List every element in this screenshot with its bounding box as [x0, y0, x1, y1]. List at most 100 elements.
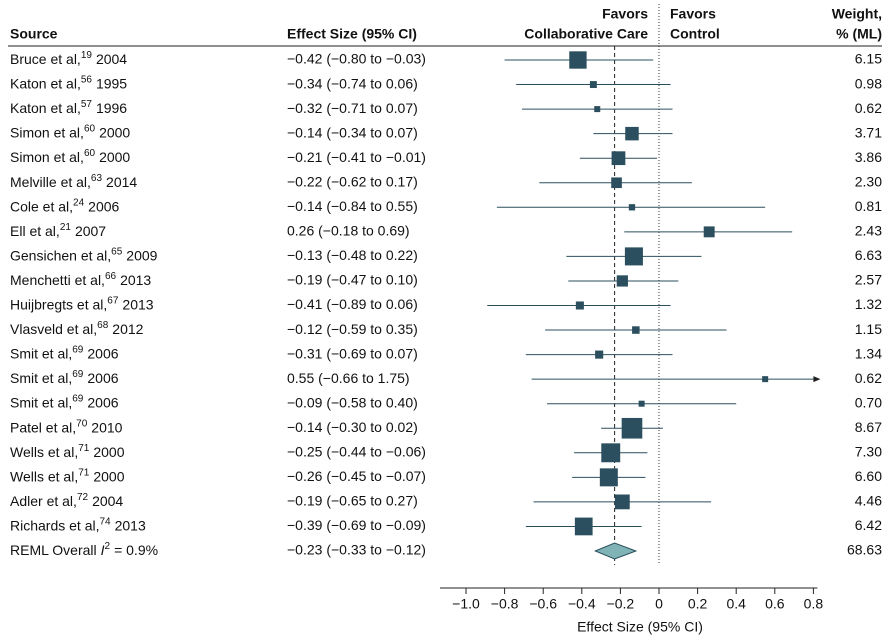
source-year: 2000 [93, 444, 124, 460]
source-year: 1995 [96, 75, 127, 91]
source-name: Simon et al, [10, 124, 84, 140]
x-tick-label: 0.4 [726, 596, 746, 612]
effect-square [614, 494, 630, 510]
effect-size-label: −0.26 (−0.45 to −0.07) [287, 468, 426, 484]
weight-label: 68.63 [847, 542, 882, 558]
weight-label: 1.15 [855, 321, 882, 337]
effect-square [632, 326, 640, 334]
source-year: 2000 [99, 149, 130, 165]
effect-size-label: −0.39 (−0.69 to −0.09) [287, 517, 426, 533]
source-label: Richards et al,74 2013 [10, 516, 146, 533]
effect-square [638, 400, 645, 407]
source-year: 2004 [96, 51, 127, 67]
favors-right: Favors [670, 6, 716, 22]
source-label: Bruce et al,19 2004 [10, 50, 127, 67]
x-tick-label: 0.8 [804, 596, 824, 612]
weight-label: 0.81 [855, 198, 882, 214]
weight-label: 2.30 [855, 173, 882, 189]
overall-name: REML Overall [10, 542, 97, 558]
overall-stat: I [101, 542, 105, 558]
weight-label: 2.57 [855, 272, 882, 288]
effect-size-label: −0.34 (−0.74 to 0.06) [287, 75, 418, 91]
reference-number: 60 [84, 123, 96, 134]
effect-square [625, 126, 639, 141]
source-year: 2013 [122, 296, 153, 312]
x-tick-label: −0.8 [491, 596, 519, 612]
weight-header: % (ML) [836, 26, 882, 42]
source-label: Katon et al,56 1995 [10, 74, 127, 91]
effect-square [611, 177, 622, 189]
source-year: 2004 [92, 493, 123, 509]
weight-label: 3.71 [855, 124, 882, 140]
reference-number: 63 [91, 172, 103, 183]
source-name: Smit et al, [10, 370, 72, 386]
favors-right: Control [670, 26, 720, 42]
source-year: 2013 [120, 272, 151, 288]
weight-label: 1.32 [855, 296, 882, 312]
source-label: Melville et al,63 2014 [10, 172, 137, 189]
effect-square [589, 81, 597, 89]
reference-number: 66 [105, 271, 117, 282]
source-label: Wells et al,71 2000 [10, 467, 125, 484]
weight-label: 3.86 [855, 149, 882, 165]
weight-label: 0.62 [855, 100, 882, 116]
source-label: Patel et al,70 2010 [10, 418, 123, 435]
source-name: Cole et al, [10, 198, 73, 214]
reference-number: 71 [78, 442, 90, 453]
source-header: Source [10, 26, 58, 42]
effect-size-label: −0.25 (−0.44 to −0.06) [287, 444, 426, 460]
effect-square [616, 275, 628, 287]
weight-label: 4.46 [855, 493, 882, 509]
source-label: Smit et al,69 2006 [10, 344, 119, 361]
source-name: Richards et al, [10, 517, 99, 533]
effect-square [624, 247, 643, 266]
x-tick-label: 0.2 [688, 596, 708, 612]
overall-label: REML Overall I2 = 0.9% [10, 541, 158, 558]
source-name: Wells et al, [10, 468, 78, 484]
effect-size-label: −0.12 (−0.59 to 0.35) [287, 321, 418, 337]
effect-size-label: −0.31 (−0.69 to 0.07) [287, 345, 418, 361]
source-name: Melville et al, [10, 173, 91, 189]
weight-header: Weight, [832, 6, 882, 22]
reference-number: 69 [72, 344, 84, 355]
reference-number: 68 [97, 320, 109, 331]
effect-size-label: −0.21 (−0.41 to −0.01) [287, 149, 426, 165]
source-label: Katon et al,57 1996 [10, 99, 127, 116]
reference-number: 70 [76, 418, 88, 429]
source-year: 2006 [87, 394, 118, 410]
source-year: 2000 [99, 124, 130, 140]
effect-size-label: −0.32 (−0.71 to 0.07) [287, 100, 418, 116]
reference-number: 69 [72, 393, 84, 404]
weight-label: 6.60 [855, 468, 882, 484]
reference-number: 60 [84, 148, 96, 159]
effect-square [574, 517, 593, 536]
x-tick-label: −0.2 [607, 596, 635, 612]
reference-number: 19 [81, 50, 93, 61]
x-tick-label: −0.4 [568, 596, 596, 612]
x-tick-label: 0.6 [765, 596, 785, 612]
effect-square [601, 443, 621, 463]
effect-square [599, 468, 618, 487]
effect-size-label: 0.26 (−0.18 to 0.69) [287, 223, 410, 239]
weight-label: 6.15 [855, 51, 882, 67]
x-tick-label: −1.0 [452, 596, 480, 612]
source-label: Cole et al,24 2006 [10, 197, 120, 214]
source-label: Smit et al,69 2006 [10, 369, 119, 386]
reference-number: 74 [99, 516, 111, 527]
favors-left: Collaborative Care [524, 26, 648, 42]
source-name: Simon et al, [10, 149, 84, 165]
source-name: Katon et al, [10, 75, 81, 91]
effect-square [575, 301, 584, 310]
reference-number: 65 [111, 246, 123, 257]
effect-size-label: −0.13 (−0.48 to 0.22) [287, 247, 418, 263]
reference-number: 71 [78, 467, 90, 478]
effect-size-label: −0.14 (−0.84 to 0.55) [287, 198, 418, 214]
source-label: Wells et al,71 2000 [10, 442, 125, 459]
effect-size-label: −0.23 (−0.33 to −0.12) [287, 542, 426, 558]
source-label: Gensichen et al,65 2009 [10, 246, 158, 263]
effect-square [621, 417, 643, 439]
source-name: Menchetti et al, [10, 272, 105, 288]
source-label: Vlasveld et al,68 2012 [10, 320, 144, 337]
x-tick-label: −0.6 [529, 596, 557, 612]
reference-number: 67 [107, 295, 119, 306]
